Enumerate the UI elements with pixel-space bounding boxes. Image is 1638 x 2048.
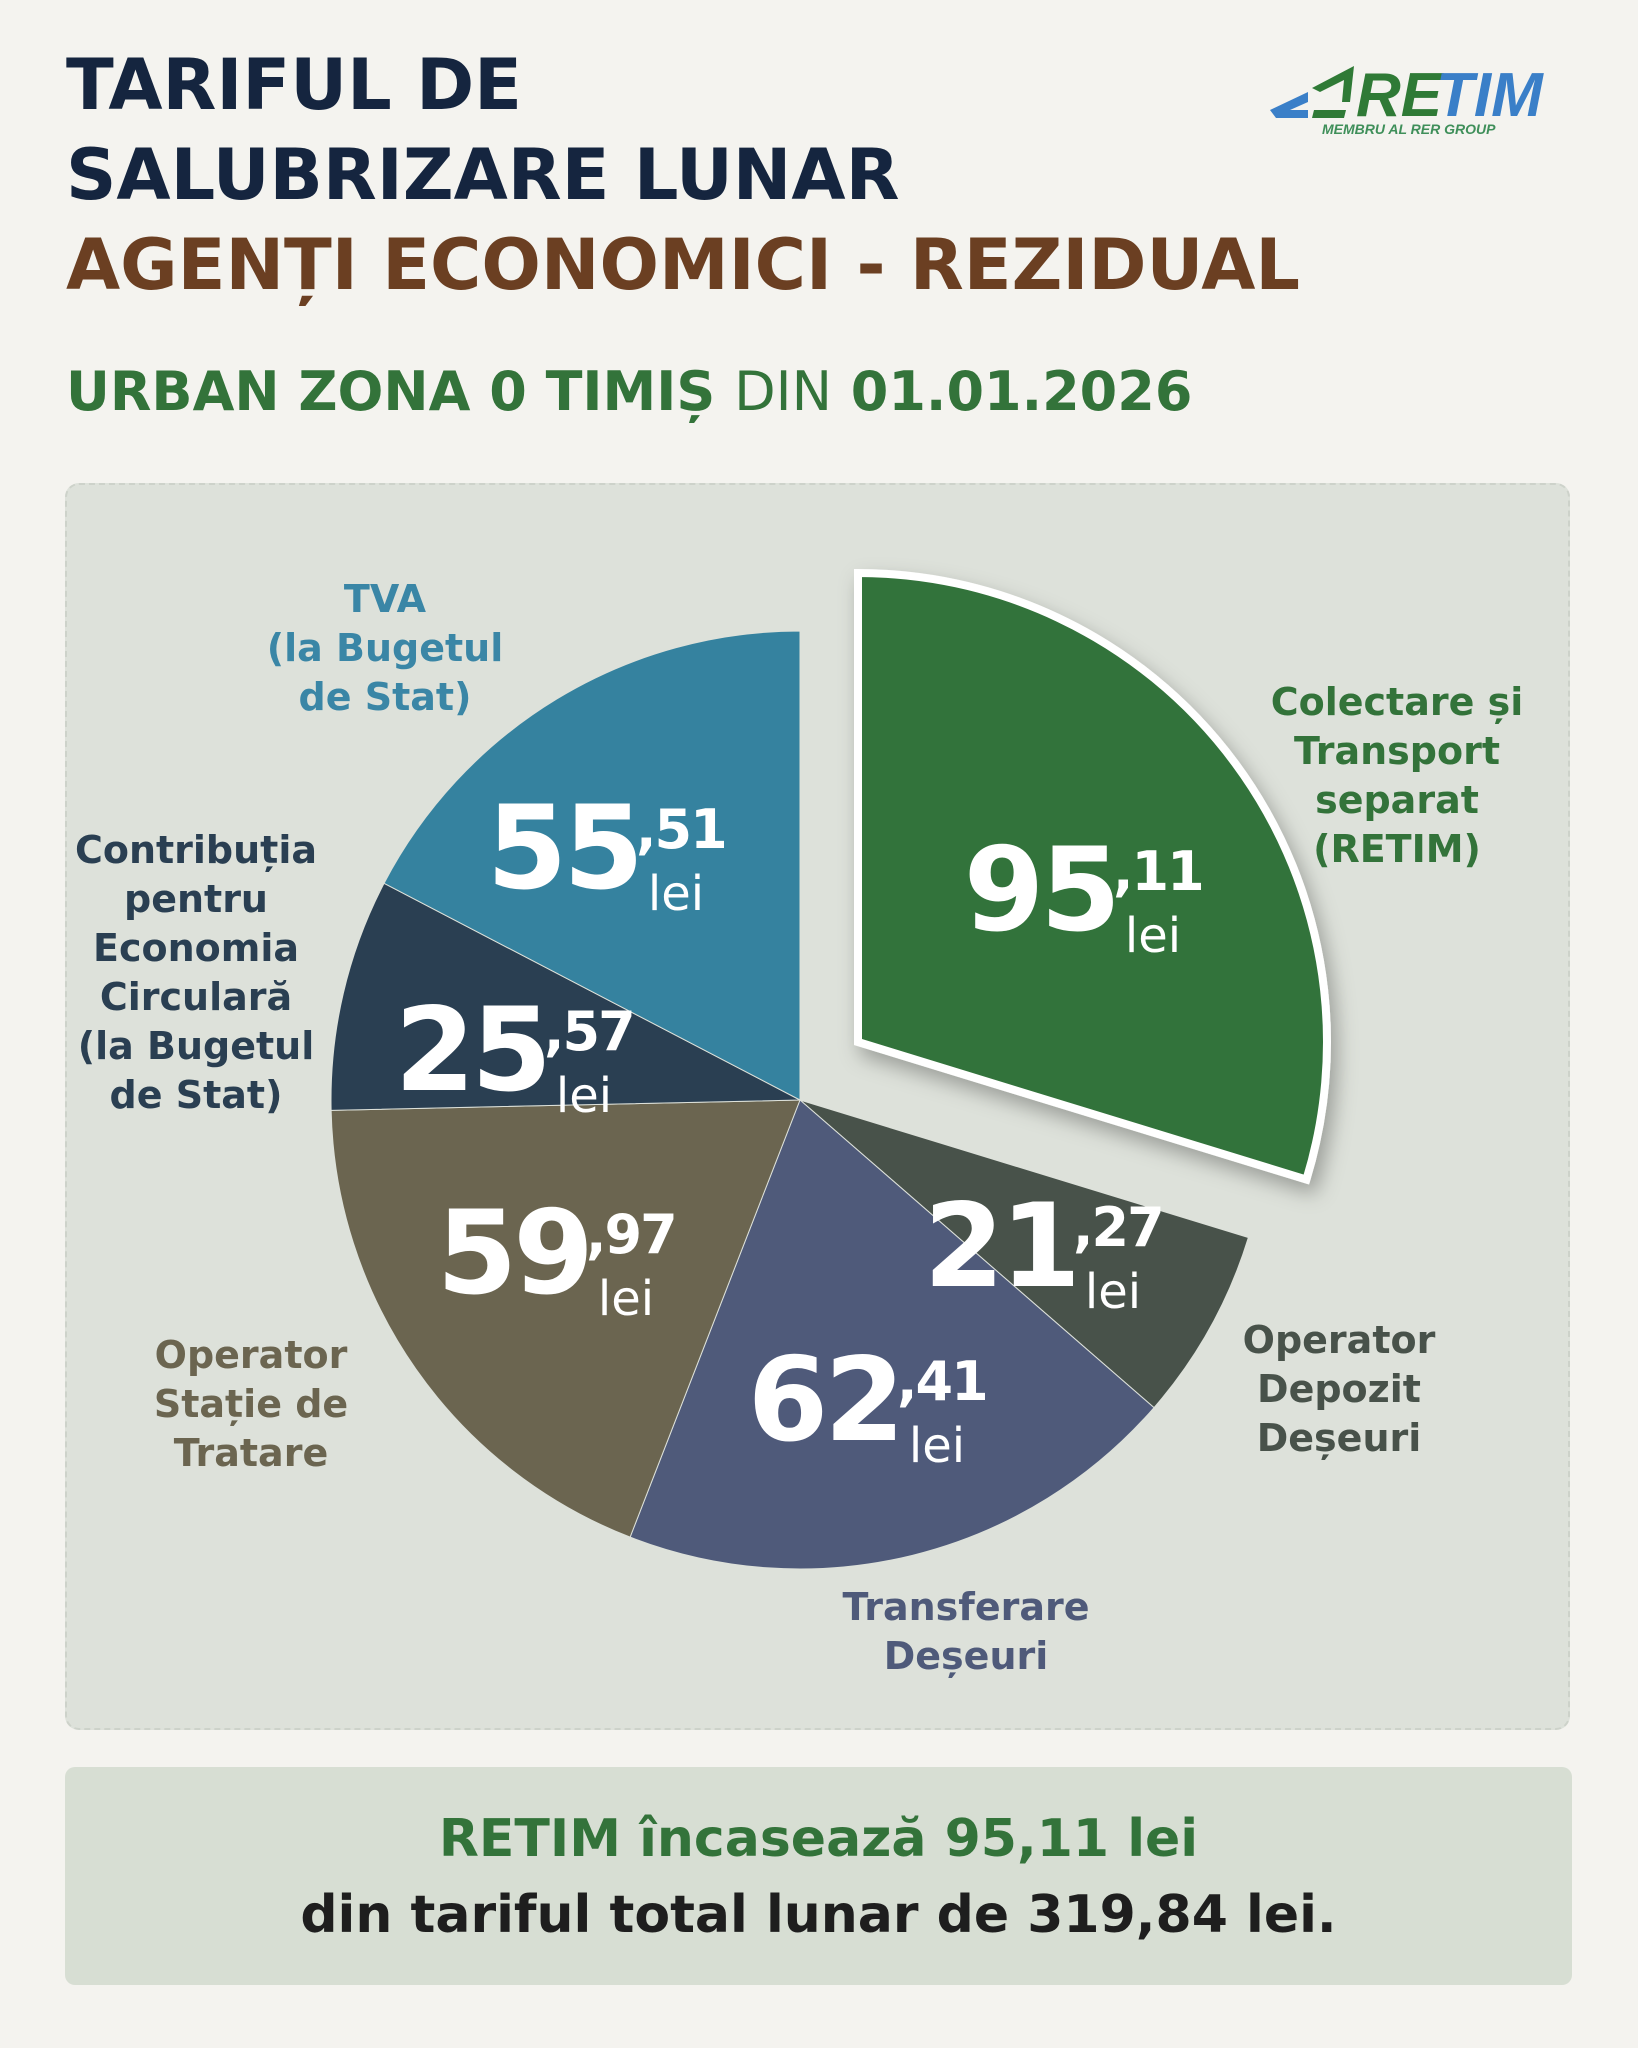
title-line-2: SALUBRIZARE LUNAR [66,134,900,216]
label-line: Contribuția [75,828,317,872]
value-integer: 62 [748,1333,901,1468]
label-line: Deșeuri [884,1634,1049,1678]
slice-category-label: Operator Stație de Tratare [154,1333,348,1475]
value-decimals: ,97 [586,1203,676,1266]
svg-text:RE: RE [1356,61,1444,130]
subtitle-zone: URBAN ZONA 0 TIMIȘ [66,360,716,423]
svg-text:MEMBRU AL RER GROUP: MEMBRU AL RER GROUP [1322,121,1496,137]
value-integer: 55 [487,781,640,916]
pie-slice [383,630,801,1101]
pie-slice [629,1099,1155,1570]
label-line: de Stat) [299,675,472,719]
pie-slice [330,882,801,1111]
summary-box: RETIM încasează 95,11 lei din tariful to… [65,1767,1572,1985]
label-line: Depozit [1257,1367,1421,1411]
label-line: Transferare [843,1585,1090,1629]
value-integer: 25 [395,983,548,1118]
pie-slice [854,568,1331,1185]
label-line: TVA [344,577,427,621]
value-decimals: ,27 [1073,1196,1163,1259]
pie-slice [799,1099,1250,1409]
value-integer: 59 [437,1186,590,1321]
label-line: de Stat) [110,1073,283,1117]
summary-line-1: RETIM încasează 95,11 lei [438,1809,1199,1869]
subtitle-date: 01.01.2026 [850,360,1193,423]
label-line: Stație de [154,1382,348,1426]
value-unit: lei [909,1418,965,1474]
retim-logo: RE TIM MEMBRU AL RER GROUP [1270,61,1544,137]
label-line: (RETIM) [1313,827,1481,871]
slice-category-label: Operator Depozit Deșeuri [1243,1318,1436,1460]
label-line: Colectare și [1271,680,1524,724]
pie-slice [330,1099,801,1538]
slice-category-label: Transferare Deșeuri [843,1585,1090,1678]
value-unit: lei [598,1271,654,1327]
label-line: Economia [93,926,299,970]
label-line: (la Bugetul [78,1024,315,1068]
summary-line-2: din tariful total lunar de 319,84 lei. [300,1885,1337,1945]
value-integer: 95 [964,823,1117,958]
label-line: separat [1315,778,1479,822]
title-line-3: AGENȚI ECONOMICI - REZIDUAL [66,224,1300,306]
slice-category-label: Colectare și Transport separat (RETIM) [1271,680,1524,871]
label-line: Circulară [100,975,292,1019]
label-line: Operator [1243,1318,1436,1362]
value-decimals: ,51 [636,798,726,861]
value-decimals: ,41 [897,1350,987,1413]
slice-category-label: Contribuția pentru Economia Circulară (la Bu… [75,828,317,1117]
label-line: (la Bugetul [267,626,504,670]
value-integer: 21 [924,1179,1077,1314]
svg-text:TIM: TIM [1436,61,1544,130]
label-line: Deșeuri [1257,1416,1422,1460]
subtitle-din: DIN [734,360,832,423]
label-line: Operator [155,1333,348,1377]
value-unit: lei [556,1068,612,1124]
value-decimals: ,57 [544,1000,634,1063]
value-decimals: ,11 [1113,840,1203,903]
subtitle: URBAN ZONA 0 TIMIȘ DIN 01.01.2026 [66,360,1192,423]
title-line-1: TARIFUL DE [66,44,522,126]
label-line: pentru [124,877,268,921]
value-unit: lei [1125,908,1181,964]
value-unit: lei [648,866,704,922]
label-line: Transport [1294,729,1500,773]
value-unit: lei [1085,1264,1141,1320]
label-line: Tratare [174,1431,328,1475]
slice-category-label: TVA (la Bugetul de Stat) [267,577,504,719]
